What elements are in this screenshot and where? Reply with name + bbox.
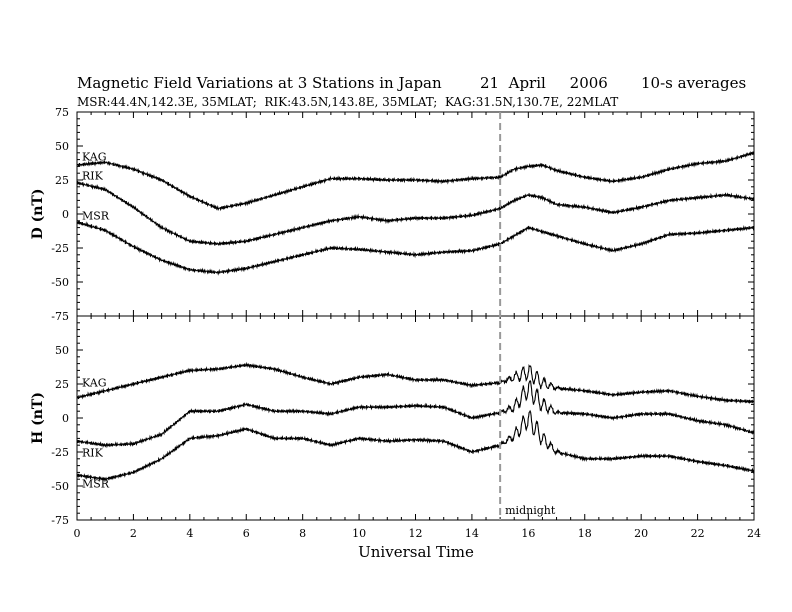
d-y-tick-label: 50 [55,140,69,153]
d-y-tick-label: -50 [51,276,69,289]
chart-title: Magnetic Field Variations at 3 Stations … [77,74,442,92]
d-series-msr [76,220,755,276]
h-y-tick-label: -50 [51,480,69,493]
x-tick-label: 22 [691,527,705,540]
d-series-kag [76,150,755,212]
h-series-label-kag: KAG [82,377,107,390]
h-plot-frame [76,315,755,521]
h-y-tick-label: 25 [55,378,69,391]
d-panel: 75 50 25 0 -25 -50 -75 KAG RIK MSR [51,106,755,323]
d-series-label-kag: KAG [82,151,107,164]
x-tick-label: 18 [578,527,592,540]
x-tick-label: 12 [409,527,423,540]
x-tick-label: 24 [747,527,761,540]
h-axis-label: H (nT) [30,392,46,444]
x-tick-label: 10 [352,527,366,540]
h-series-kag [76,361,755,405]
h-y-tick-label: -25 [51,446,69,459]
h-y-tick-label: 0 [62,412,69,425]
x-tick-label: 4 [186,527,193,540]
chart-header: Magnetic Field Variations at 3 Stations … [77,74,746,109]
midnight-label: midnight [505,504,556,517]
x-tick-label: 20 [634,527,648,540]
d-series-rik [76,180,755,246]
h-y-tick-label: 50 [55,344,69,357]
h-series-label-msr: MSR [82,478,110,491]
d-y-tick-label: 0 [62,208,69,221]
x-tick-label: 14 [465,527,479,540]
x-tick-label: 6 [243,527,250,540]
d-plot-frame [76,111,755,317]
h-series-label-rik: RIK [82,447,104,460]
h-series-rik [76,379,755,449]
x-tick-label: 8 [299,527,306,540]
h-series-msr [76,409,755,483]
h-y-tick-label: -75 [51,514,69,527]
d-y-tick-label: 75 [55,106,69,119]
x-tick-label: 2 [130,527,137,540]
x-axis-label: Universal Time [358,543,474,561]
chart-averaging: 10-s averages [641,74,746,92]
d-y-tick-label: -75 [51,310,69,323]
d-y-tick-label: 25 [55,174,69,187]
d-y-tick-label: -25 [51,242,69,255]
chart-date: 21 April 2006 [480,74,608,92]
d-series-label-rik: RIK [82,170,104,183]
d-series-label-msr: MSR [82,209,110,222]
x-tick-label: 0 [74,527,81,540]
chart-subtitle: MSR:44.4N,142.3E, 35MLAT; RIK:43.5N,143.… [77,95,618,109]
x-tick-label: 16 [521,527,535,540]
d-axis-label: D (nT) [30,189,46,240]
